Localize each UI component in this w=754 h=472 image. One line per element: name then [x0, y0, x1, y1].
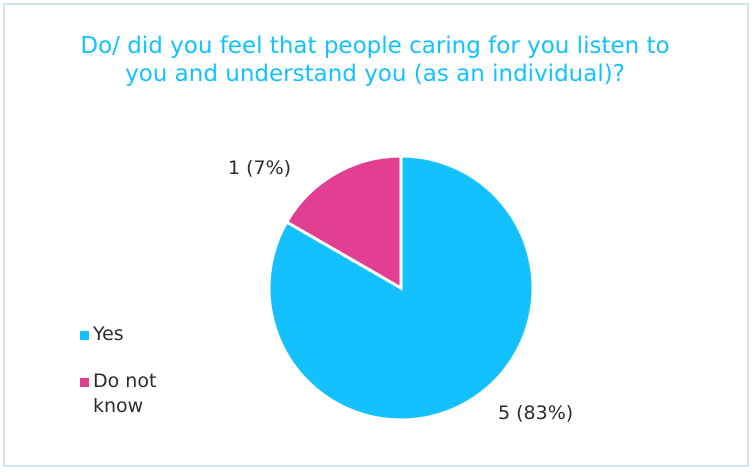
- chart-title: Do/ did you feel that people caring for …: [80, 33, 670, 87]
- pie-slice-do-not-know: [284, 154, 403, 291]
- chart-legend: Yes Do not know: [80, 322, 173, 441]
- legend-item-yes: Yes: [80, 322, 173, 347]
- data-label-do-not-know: 1 (7%): [228, 157, 291, 179]
- legend-item-do-not-know: Do not know: [80, 369, 173, 419]
- data-label-yes: 5 (83%): [498, 402, 573, 424]
- legend-swatch-do-not-know: [80, 378, 89, 387]
- legend-label-do-not-know: Do not know: [93, 370, 157, 417]
- legend-label-yes: Yes: [93, 323, 124, 345]
- legend-swatch-yes: [80, 331, 89, 340]
